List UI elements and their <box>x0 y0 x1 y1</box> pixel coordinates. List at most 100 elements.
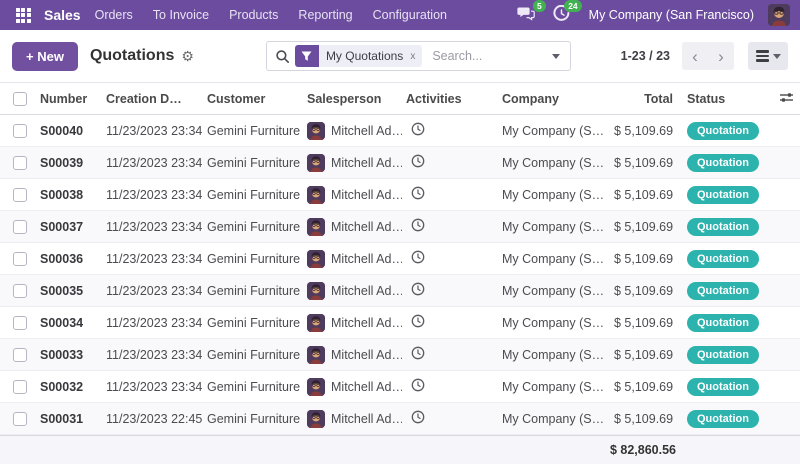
menu-item-orders[interactable]: Orders <box>94 8 133 22</box>
activity-clock-icon[interactable] <box>411 314 425 328</box>
cell-creation-date: 11/23/2023 23:34:0 <box>102 306 203 339</box>
activity-clock-icon[interactable] <box>411 154 425 168</box>
row-checkbox[interactable] <box>13 251 27 266</box>
salesperson-avatar <box>307 281 325 300</box>
cell-company: My Company (S… <box>498 306 610 339</box>
table-row[interactable]: S00039 11/23/2023 23:34:1 Gemini Furnitu… <box>0 146 800 179</box>
chevron-down-icon <box>551 53 560 59</box>
row-checkbox[interactable] <box>13 315 27 330</box>
user-avatar[interactable] <box>768 4 790 26</box>
menu-item-reporting[interactable]: Reporting <box>298 8 353 22</box>
column-header-salesperson[interactable]: Salesperson <box>303 82 402 115</box>
cell-salesperson: Mitchell Ad… <box>331 187 402 202</box>
messages-button[interactable]: 5 <box>517 0 546 25</box>
table-row[interactable]: S00032 11/23/2023 23:34:0 Gemini Furnitu… <box>0 370 800 403</box>
table-row[interactable]: S00033 11/23/2023 23:34:0 Gemini Furnitu… <box>0 338 800 371</box>
salesperson-avatar <box>307 153 325 172</box>
search-facet-my-quotations[interactable]: My Quotations x <box>294 45 423 67</box>
status-badge: Quotation <box>687 345 759 364</box>
gear-icon[interactable]: ⚙ <box>181 47 194 64</box>
cell-customer: Gemini Furniture <box>203 402 303 435</box>
row-checkbox[interactable] <box>13 379 27 394</box>
cell-salesperson: Mitchell Ad… <box>331 219 402 234</box>
menu-item-products[interactable]: Products <box>229 8 279 22</box>
row-checkbox[interactable] <box>13 123 27 138</box>
apps-grid-icon <box>15 7 31 23</box>
status-badge: Quotation <box>687 377 759 396</box>
pager-next-button[interactable]: › <box>708 42 734 70</box>
cell-total: $ 5,109.69 <box>610 178 677 211</box>
status-badge: Quotation <box>687 281 759 300</box>
table-row[interactable]: S00038 11/23/2023 23:34:1 Gemini Furnitu… <box>0 178 800 211</box>
salesperson-avatar <box>307 249 325 268</box>
app-name-sales[interactable]: Sales <box>44 7 81 23</box>
activity-clock-icon[interactable] <box>411 186 425 200</box>
search-bar[interactable]: My Quotations x Search... <box>265 41 571 71</box>
facet-remove-icon[interactable]: x <box>410 50 416 62</box>
activity-clock-icon[interactable] <box>411 122 425 136</box>
activity-clock-icon[interactable] <box>411 282 425 296</box>
optional-columns-button[interactable] <box>777 89 796 109</box>
table-row[interactable]: S00037 11/23/2023 23:34:0 Gemini Furnitu… <box>0 210 800 243</box>
column-header-total[interactable]: Total <box>610 82 677 115</box>
menu-item-configuration[interactable]: Configuration <box>372 8 447 22</box>
table-row[interactable]: S00040 11/23/2023 23:34:1 Gemini Furnitu… <box>0 114 800 147</box>
activity-clock-icon[interactable] <box>411 410 425 424</box>
pager-previous-button[interactable]: ‹ <box>682 42 708 70</box>
search-input[interactable]: Search... <box>432 49 483 63</box>
cell-customer: Gemini Furniture <box>203 114 303 147</box>
cell-total: $ 5,109.69 <box>610 114 677 147</box>
new-button[interactable]: + New <box>12 41 78 71</box>
cell-company: My Company (S… <box>498 114 610 147</box>
activities-button[interactable]: 24 <box>553 0 582 25</box>
cell-salesperson: Mitchell Ad… <box>331 251 402 266</box>
status-badge: Quotation <box>687 313 759 332</box>
list-view-icon <box>755 50 769 62</box>
table-header-row: Number Creation D… Customer Salesperson … <box>0 82 800 115</box>
row-checkbox[interactable] <box>13 347 27 362</box>
cell-creation-date: 11/23/2023 23:34:0 <box>102 370 203 403</box>
status-badge: Quotation <box>687 121 759 140</box>
table-row[interactable]: S00031 11/23/2023 22:45:4 Gemini Furnitu… <box>0 402 800 435</box>
row-checkbox[interactable] <box>13 187 27 202</box>
table-row[interactable]: S00035 11/23/2023 23:34:0 Gemini Furnitu… <box>0 274 800 307</box>
row-checkbox[interactable] <box>13 219 27 234</box>
activity-clock-icon[interactable] <box>411 378 425 392</box>
column-header-company[interactable]: Company <box>498 82 610 115</box>
menu-item-to-invoice[interactable]: To Invoice <box>152 8 210 22</box>
activity-clock-icon[interactable] <box>411 250 425 264</box>
apps-menu-button[interactable] <box>10 2 36 28</box>
status-badge: Quotation <box>687 185 759 204</box>
cell-company: My Company (S… <box>498 210 610 243</box>
row-checkbox[interactable] <box>13 411 27 426</box>
select-all-checkbox[interactable] <box>13 91 27 106</box>
cell-customer: Gemini Furniture <box>203 178 303 211</box>
activity-clock-icon[interactable] <box>411 218 425 232</box>
activity-clock-icon[interactable] <box>411 346 425 360</box>
list-footer: $ 82,860.56 <box>0 435 800 464</box>
cell-creation-date: 11/23/2023 22:45:4 <box>102 402 203 435</box>
table-row[interactable]: S00034 11/23/2023 23:34:0 Gemini Furnitu… <box>0 306 800 339</box>
facet-label: My Quotations <box>325 49 404 63</box>
column-header-number[interactable]: Number <box>36 82 102 115</box>
row-checkbox[interactable] <box>13 283 27 298</box>
column-header-customer[interactable]: Customer <box>203 82 303 115</box>
activities-count-badge: 24 <box>564 0 582 13</box>
cell-company: My Company (S… <box>498 338 610 371</box>
column-header-creation-date[interactable]: Creation D… <box>102 82 203 115</box>
user-avatar-image <box>768 4 790 26</box>
cell-customer: Gemini Furniture <box>203 242 303 275</box>
row-checkbox[interactable] <box>13 155 27 170</box>
company-switcher[interactable]: My Company (San Francisco) <box>588 8 754 22</box>
cell-company: My Company (S… <box>498 274 610 307</box>
cell-number: S00040 <box>36 114 102 147</box>
quotations-table: Number Creation D… Customer Salesperson … <box>0 82 800 435</box>
search-options-toggle[interactable] <box>542 42 570 70</box>
table-row[interactable]: S00036 11/23/2023 23:34:0 Gemini Furnitu… <box>0 242 800 275</box>
column-header-activities[interactable]: Activities <box>402 82 498 115</box>
status-badge: Quotation <box>687 249 759 268</box>
column-header-status[interactable]: Status <box>677 82 767 115</box>
cell-company: My Company (S… <box>498 402 610 435</box>
view-switcher-list-button[interactable] <box>748 42 788 70</box>
cell-salesperson: Mitchell Ad… <box>331 155 402 170</box>
